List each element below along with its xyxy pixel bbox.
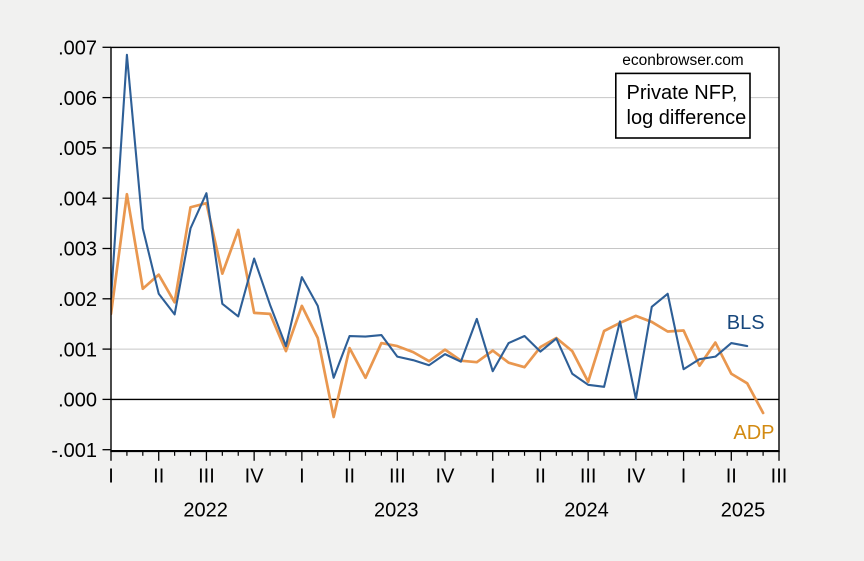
svg-text:I: I [299, 466, 305, 488]
svg-text:I: I [490, 466, 496, 488]
svg-text:.001: .001 [58, 339, 97, 361]
svg-text:.006: .006 [58, 88, 97, 110]
svg-text:I: I [681, 466, 687, 488]
svg-text:IV: IV [436, 466, 456, 488]
svg-text:econbrowser.com: econbrowser.com [622, 52, 743, 69]
svg-text:2023: 2023 [374, 500, 419, 522]
svg-text:IV: IV [626, 466, 646, 488]
svg-text:III: III [198, 466, 215, 488]
svg-text:BLS: BLS [727, 312, 765, 334]
svg-text:III: III [771, 466, 788, 488]
svg-text:I: I [108, 466, 114, 488]
svg-text:II: II [153, 466, 164, 488]
svg-text:III: III [389, 466, 406, 488]
svg-text:II: II [726, 466, 737, 488]
svg-text:ADP: ADP [733, 422, 774, 444]
svg-text:2025: 2025 [721, 500, 766, 522]
svg-text:.004: .004 [58, 188, 97, 210]
svg-text:2022: 2022 [183, 500, 228, 522]
svg-text:.003: .003 [58, 239, 97, 261]
svg-text:-.001: -.001 [51, 440, 97, 462]
svg-text:.007: .007 [58, 38, 97, 60]
svg-text:.002: .002 [58, 289, 97, 311]
svg-text:II: II [535, 466, 546, 488]
svg-text:.000: .000 [58, 390, 97, 412]
svg-text:Private NFP,: Private NFP, [627, 82, 738, 104]
svg-text:log difference: log difference [627, 107, 747, 129]
svg-text:III: III [580, 466, 597, 488]
svg-text:2024: 2024 [564, 500, 609, 522]
svg-text:.005: .005 [58, 138, 97, 160]
svg-text:IV: IV [245, 466, 265, 488]
svg-text:II: II [344, 466, 355, 488]
